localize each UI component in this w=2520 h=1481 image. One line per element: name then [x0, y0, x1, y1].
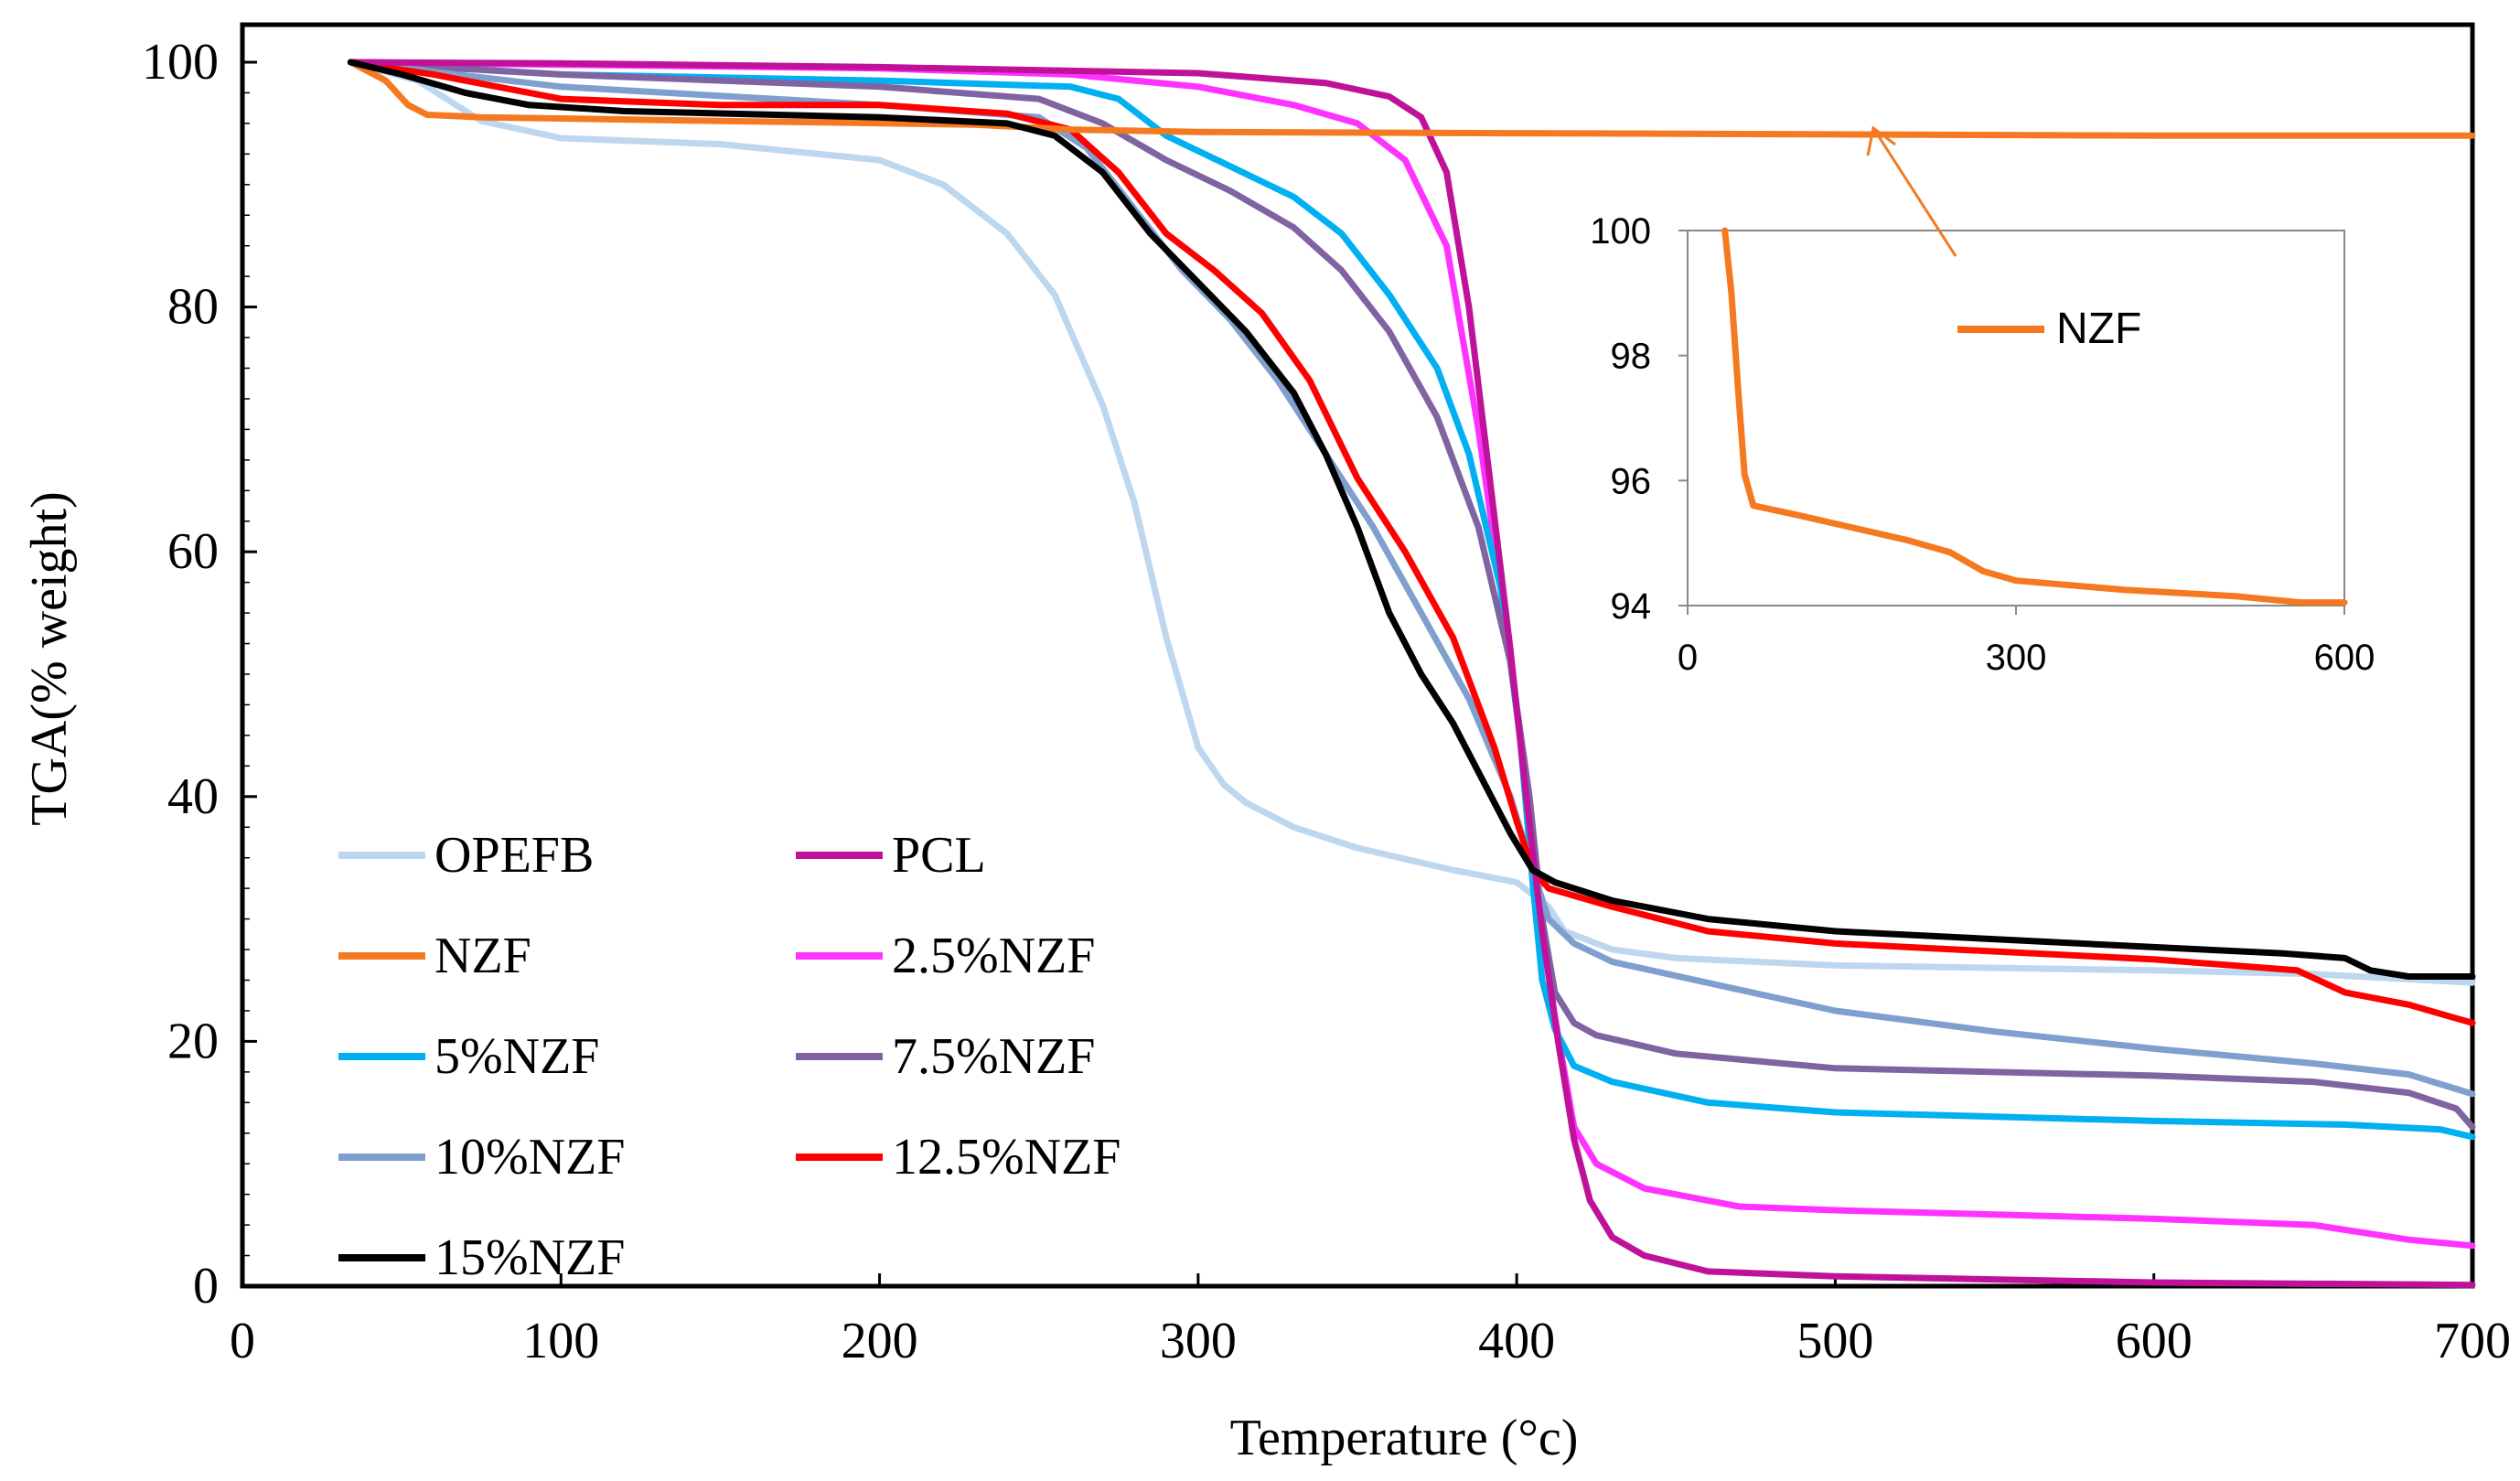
inset-y-tick-label: 98 [1611, 337, 1652, 377]
legend-label: NZF [434, 928, 531, 984]
inset-series-line [1721, 227, 2348, 606]
inset-frame [1687, 230, 2345, 606]
legend-label: 5%NZF [434, 1028, 599, 1085]
series-line-12-5-nzf [347, 59, 2476, 1026]
series-line-15-nzf [347, 59, 2476, 980]
x-tick-label: 400 [1478, 1313, 1555, 1369]
legend: OPEFB PCL NZF 2.5%NZF 5%NZF 7.5%NZF 10%NZF 12.5… [338, 827, 1121, 1286]
series-line-pcl [347, 59, 2476, 1289]
series-line-nzf [347, 59, 2476, 139]
y-tick-label: 20 [167, 1013, 219, 1069]
inset-x-tick-label: 300 [1986, 638, 2047, 678]
inset-axis-ticks: 0 300 600 94 96 98 100 [1590, 211, 2375, 678]
legend-label: PCL [892, 827, 986, 884]
y-tick-label: 60 [167, 523, 219, 580]
series-lines [347, 59, 2476, 1289]
inset-pointer-arrow [1866, 125, 1957, 257]
series-line-opefb [347, 59, 2476, 986]
x-tick-label: 200 [842, 1313, 918, 1369]
y-axis-label: TGA(% weight) [21, 491, 78, 825]
y-tick-label: 40 [167, 768, 219, 825]
inset-y-tick-label: 96 [1611, 461, 1652, 501]
legend-label: 12.5%NZF [892, 1129, 1121, 1186]
legend-label: 2.5%NZF [892, 928, 1095, 984]
x-axis-label: Temperature (°c) [1230, 1410, 1579, 1466]
inset-y-tick-label: 100 [1590, 211, 1651, 252]
axis-ticks: 0 100 200 300 400 500 600 700 0 20 40 60 80 100 [142, 34, 2511, 1369]
legend-label: 15%NZF [434, 1229, 625, 1286]
y-tick-label: 100 [142, 34, 219, 91]
x-tick-label: 0 [230, 1313, 255, 1369]
inset-legend: NZF [1957, 305, 2141, 353]
legend-label: OPEFB [434, 827, 594, 884]
legend-label: 7.5%NZF [892, 1028, 1095, 1085]
inset-series-line-nzf [1721, 227, 2348, 606]
x-tick-label: 300 [1160, 1313, 1237, 1369]
legend-label: 10%NZF [434, 1129, 625, 1186]
x-tick-label: 500 [1796, 1313, 1873, 1369]
x-tick-label: 700 [2434, 1313, 2511, 1369]
inset-x-tick-label: 600 [2314, 638, 2375, 678]
x-tick-label: 600 [2116, 1313, 2193, 1369]
plot-frame [240, 22, 2475, 1289]
inset-y-tick-label: 94 [1611, 586, 1652, 627]
inset-x-tick-label: 0 [1678, 638, 1698, 678]
series-line-10-nzf [347, 59, 2476, 1098]
y-tick-label: 80 [167, 279, 219, 336]
y-tick-label: 0 [193, 1258, 219, 1315]
x-tick-label: 100 [522, 1313, 599, 1369]
inset-legend-label: NZF [2056, 305, 2141, 353]
